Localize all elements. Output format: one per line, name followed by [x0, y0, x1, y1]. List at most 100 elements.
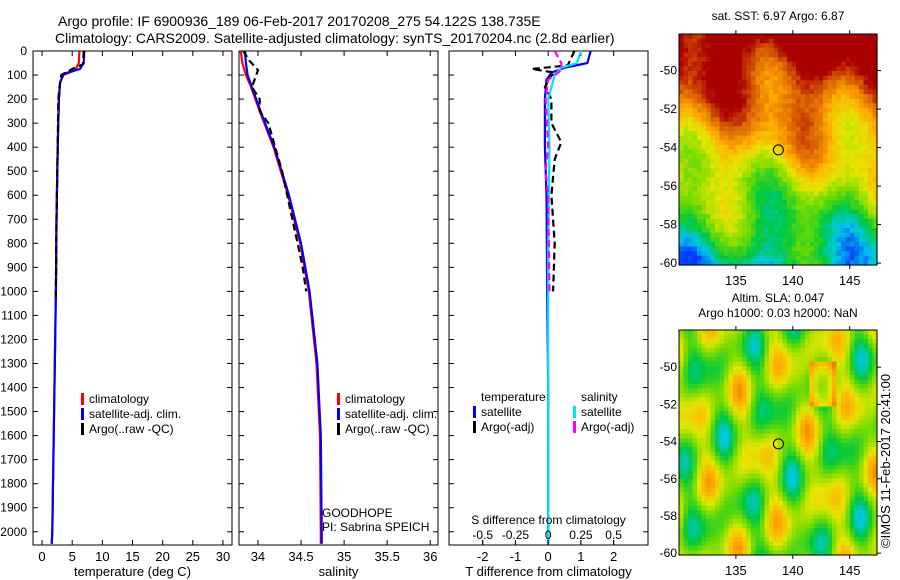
map-cell — [801, 429, 806, 434]
map-cell — [846, 416, 851, 421]
map-cell — [859, 528, 864, 533]
map-cell — [684, 506, 689, 511]
map-cell — [796, 131, 801, 136]
map-cell — [738, 39, 743, 44]
map-cell — [850, 411, 855, 416]
map-cell — [679, 256, 684, 261]
map-cell — [774, 237, 779, 242]
map-cell — [850, 219, 855, 224]
map-cell — [837, 191, 842, 196]
map-cell — [868, 196, 873, 201]
map-cell — [729, 452, 734, 457]
map-cell — [684, 398, 689, 403]
map-cell — [684, 145, 689, 150]
map-cell — [846, 501, 851, 506]
map-cell — [778, 43, 783, 48]
map-cell — [729, 335, 734, 340]
map-cell — [846, 233, 851, 238]
map-cell — [760, 43, 765, 48]
map-cell — [751, 515, 756, 520]
map-cell — [747, 247, 752, 252]
map-cell — [868, 205, 873, 210]
map-cell — [751, 205, 756, 210]
map-cell — [760, 71, 765, 76]
map-cell — [720, 34, 725, 39]
map-cell — [846, 205, 851, 210]
map-cell — [693, 479, 698, 484]
map-cell — [715, 177, 720, 182]
map-cell — [801, 177, 806, 182]
map-cell — [850, 492, 855, 497]
map-cell — [810, 163, 815, 168]
map-cell — [778, 384, 783, 389]
map-cell — [733, 150, 738, 155]
map-cell — [693, 233, 698, 238]
map-cell — [841, 371, 846, 376]
y-tick-label: 1600 — [0, 429, 27, 443]
map-cell — [778, 542, 783, 547]
map-cell — [711, 223, 716, 228]
map-cell — [864, 438, 869, 443]
map-cell — [706, 483, 711, 488]
map-cell — [742, 131, 747, 136]
map-cell — [796, 237, 801, 242]
map-cell — [796, 140, 801, 145]
map-cell — [774, 256, 779, 261]
map-cell — [720, 438, 725, 443]
map-cell — [765, 122, 770, 127]
map-cell — [837, 524, 842, 529]
map-cell — [688, 380, 693, 385]
map-cell — [792, 344, 797, 349]
map-cell — [693, 533, 698, 538]
map-cell — [841, 375, 846, 380]
map-cell — [688, 348, 693, 353]
map-cell — [684, 380, 689, 385]
map-cell — [742, 191, 747, 196]
map-cell — [765, 479, 770, 484]
map-cell — [751, 389, 756, 394]
map-cell — [733, 237, 738, 242]
map-cell — [720, 80, 725, 85]
map-cell — [783, 76, 788, 81]
map-cell — [832, 393, 837, 398]
map-cell — [819, 497, 824, 502]
map-cell — [792, 488, 797, 493]
map-cell — [787, 210, 792, 215]
map-cell — [760, 200, 765, 205]
map-cell — [814, 154, 819, 159]
map-cell — [814, 122, 819, 127]
map-cell — [792, 103, 797, 108]
map-cell — [841, 150, 846, 155]
map-cell — [810, 89, 815, 94]
map-cell — [823, 371, 828, 376]
map-cell — [814, 85, 819, 90]
map-cell — [697, 191, 702, 196]
map-cell — [796, 177, 801, 182]
map-cell — [733, 456, 738, 461]
map-cell — [850, 456, 855, 461]
map-cell — [823, 223, 828, 228]
map-cell — [868, 200, 873, 205]
map-cell — [850, 39, 855, 44]
map-cell — [792, 94, 797, 99]
map-cell — [697, 425, 702, 430]
map-cell — [805, 447, 810, 452]
map-cell — [711, 168, 716, 173]
map-cell — [814, 103, 819, 108]
map-cell — [747, 362, 752, 367]
map-cell — [868, 519, 873, 524]
map-cell — [832, 94, 837, 99]
map-cell — [819, 200, 824, 205]
map-cell — [841, 214, 846, 219]
map-cell — [733, 497, 738, 502]
map-cell — [738, 126, 743, 131]
map-cell — [846, 420, 851, 425]
map-cell — [814, 515, 819, 520]
map-cell — [819, 375, 824, 380]
map-cell — [724, 528, 729, 533]
map-cell — [805, 191, 810, 196]
map-cell — [733, 411, 738, 416]
map-cell — [738, 205, 743, 210]
map-cell — [720, 66, 725, 71]
map-cell — [859, 159, 864, 164]
